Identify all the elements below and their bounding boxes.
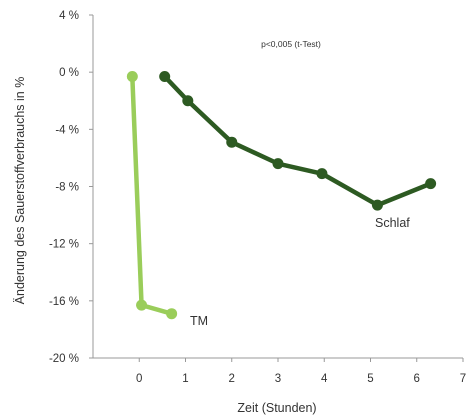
series-label-tm: TM	[190, 314, 208, 328]
series-label-schlaf: Schlaf	[375, 216, 410, 230]
data-point-schlaf	[425, 178, 437, 190]
series-layer	[126, 70, 437, 320]
y-tick-label: -12 %	[49, 239, 79, 251]
x-tick-label: 3	[275, 373, 281, 385]
y-axis-title: Änderung des Sauerstoffverbrauchs in %	[13, 77, 27, 305]
data-point-schlaf	[272, 158, 284, 170]
y-tick-label: -8 %	[55, 182, 79, 194]
data-point-schlaf	[182, 95, 194, 107]
x-tick-label: 4	[321, 373, 328, 385]
series-line-schlaf	[162, 74, 433, 208]
data-point-schlaf	[371, 199, 383, 211]
data-point-schlaf	[226, 136, 238, 148]
data-point-schlaf	[316, 168, 328, 180]
y-ticks: 4 % 0 % -4 % -8 % -12 % -16 % -20 %	[49, 10, 93, 365]
data-point-tm	[126, 70, 138, 82]
x-tick-label: 5	[367, 373, 373, 385]
y-tick-label: 0 %	[59, 67, 79, 79]
x-ticks: 0 1 2 3 4 5 6 7	[136, 358, 466, 385]
data-point-tm	[136, 299, 148, 311]
y-tick-label: -16 %	[49, 296, 79, 308]
x-tick-label: 6	[414, 373, 420, 385]
data-point-schlaf	[159, 70, 171, 82]
data-point-tm	[166, 308, 178, 320]
x-tick-label: 0	[136, 373, 142, 385]
significance-annotation: p<0,005 (t-Test)	[261, 39, 321, 49]
y-tick-label: 4 %	[59, 10, 79, 22]
x-tick-label: 7	[460, 373, 466, 385]
x-tick-label: 1	[182, 373, 188, 385]
x-axis-title: Zeit (Stunden)	[237, 401, 316, 415]
y-tick-label: -20 %	[49, 353, 79, 365]
x-tick-label: 2	[229, 373, 235, 385]
y-tick-label: -4 %	[55, 124, 79, 136]
series-line-tm	[130, 74, 174, 316]
